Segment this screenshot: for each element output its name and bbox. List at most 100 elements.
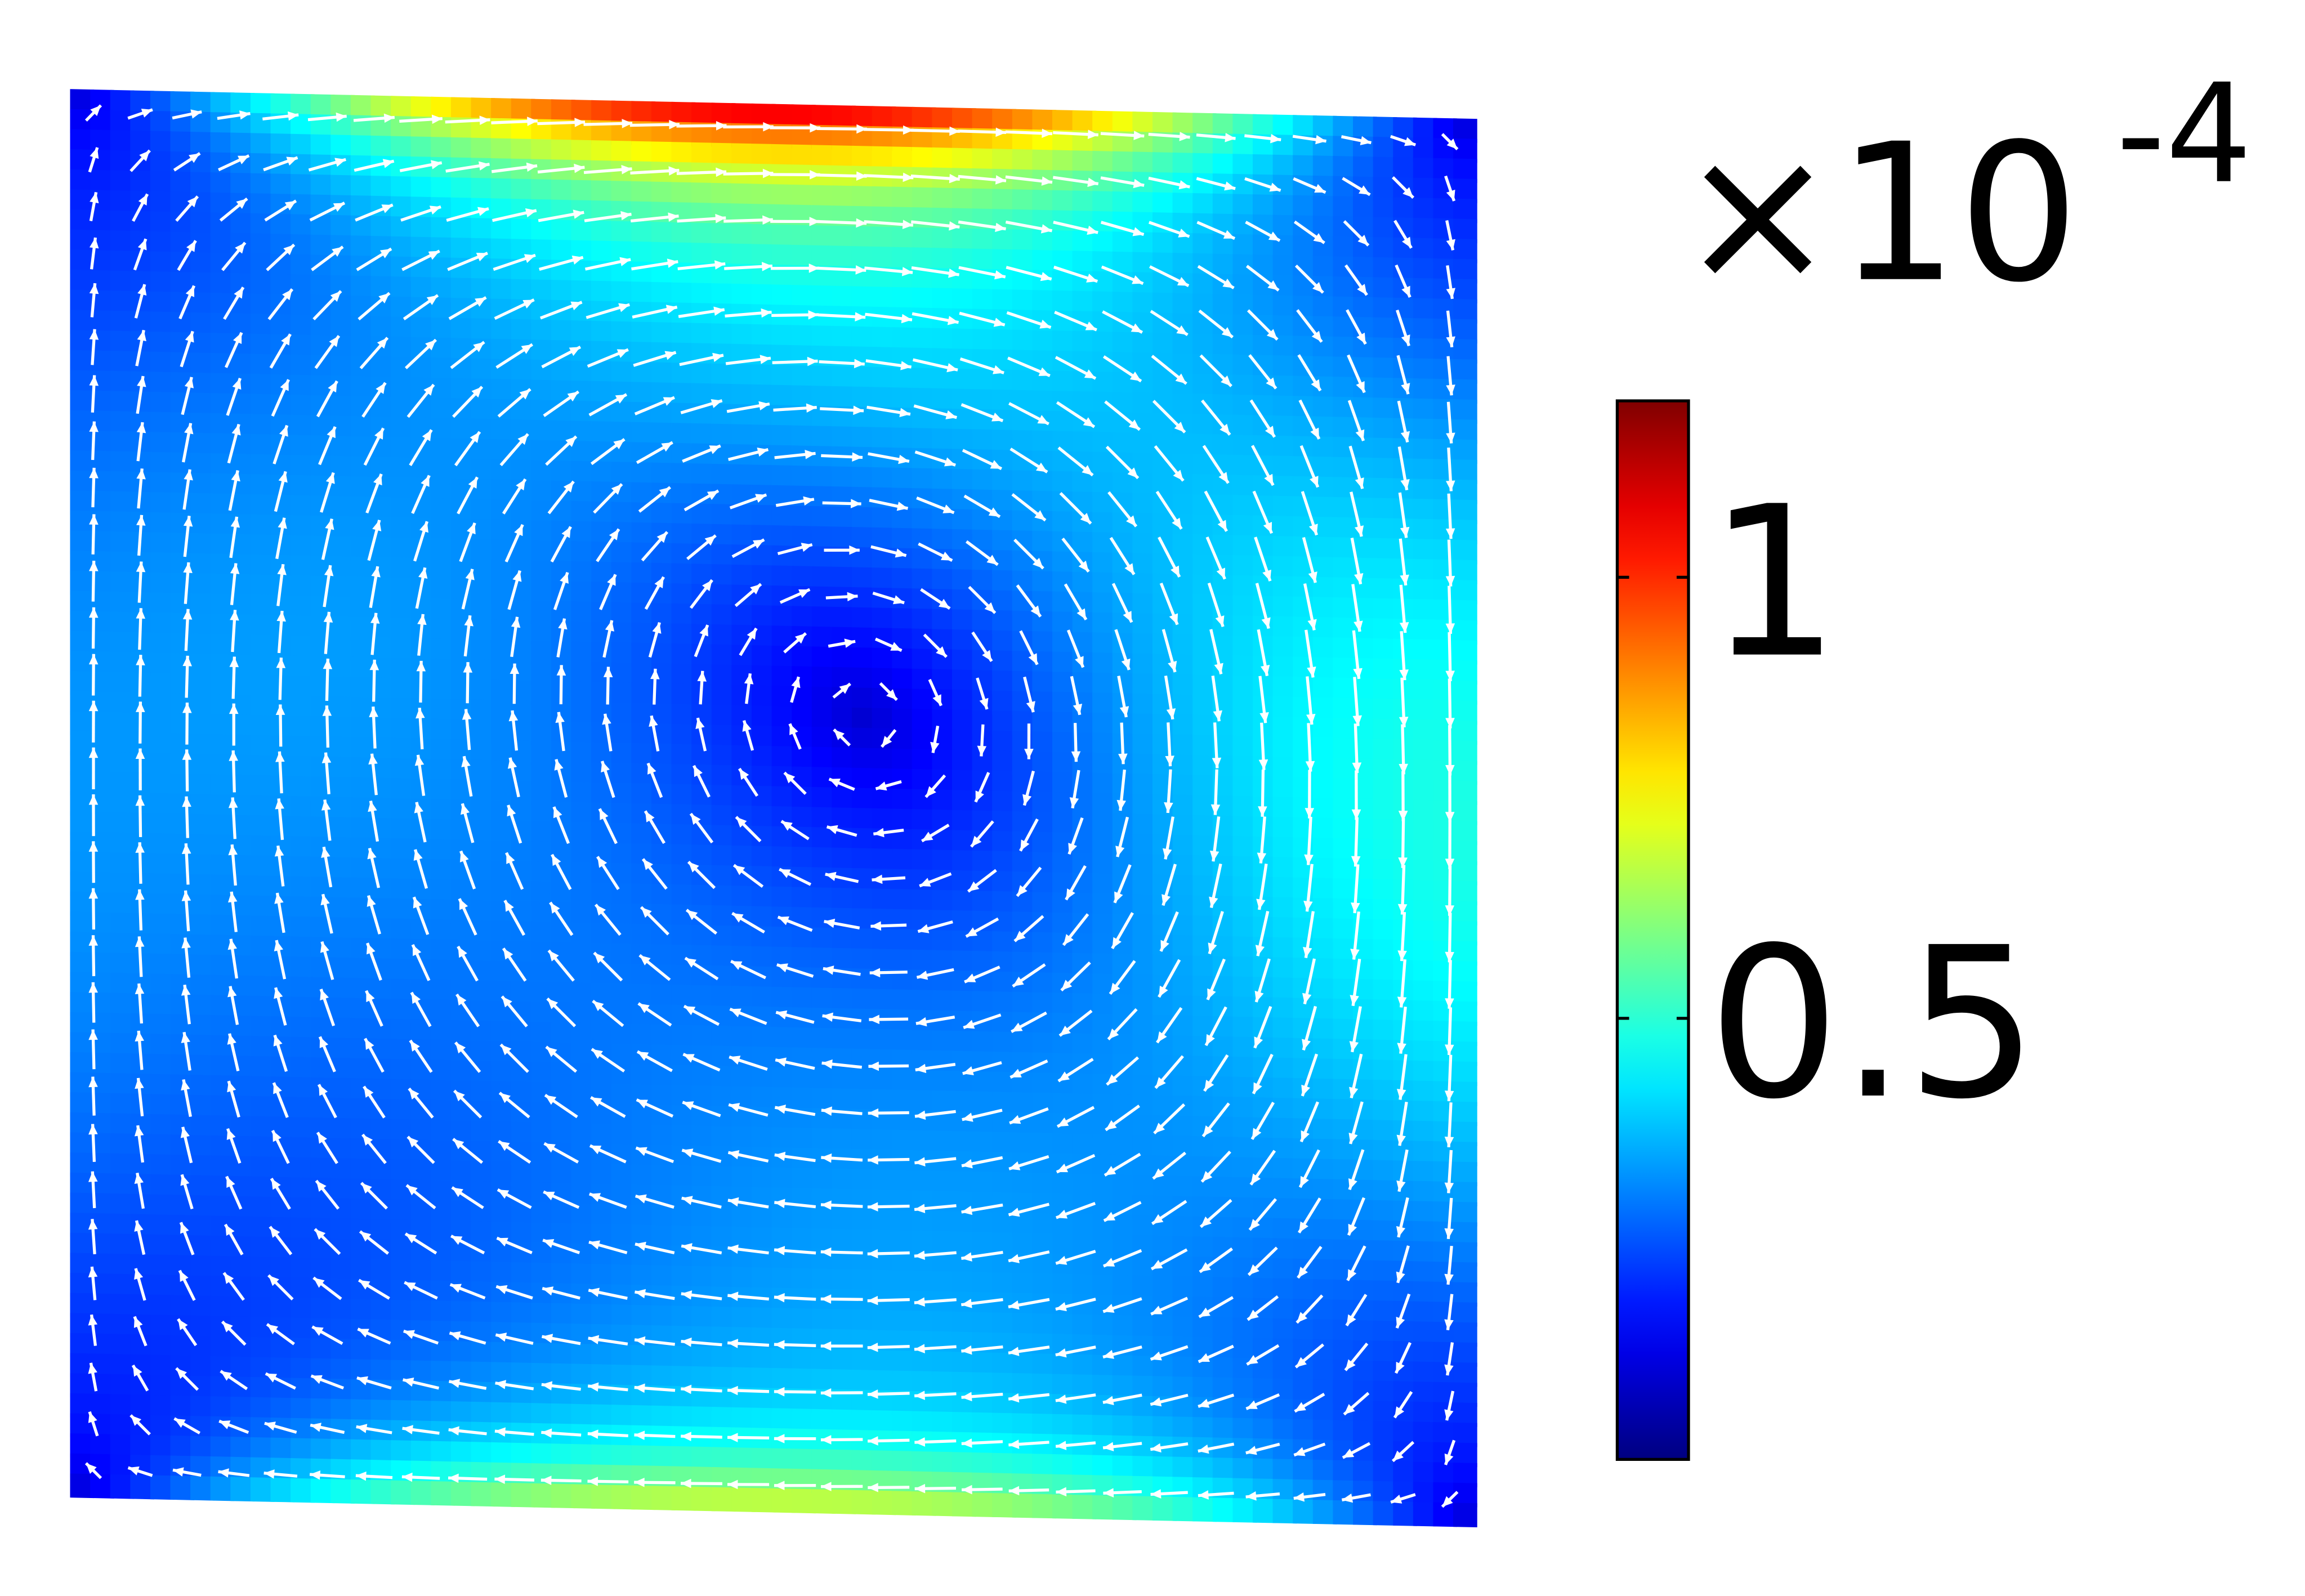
field-cell xyxy=(310,275,335,299)
field-cell xyxy=(150,391,175,417)
field-cell xyxy=(150,692,175,718)
field-cell xyxy=(250,1477,275,1502)
field-cell xyxy=(190,432,215,458)
field-cell xyxy=(551,99,575,124)
field-cell xyxy=(631,642,656,668)
field-cell xyxy=(471,539,495,564)
field-cell xyxy=(190,1356,215,1380)
field-cell xyxy=(551,1102,575,1127)
field-cell xyxy=(110,290,135,315)
field-cell xyxy=(90,490,114,516)
field-cell xyxy=(190,1034,215,1059)
field-cell xyxy=(110,270,135,296)
field-cell xyxy=(431,1059,455,1085)
field-cell xyxy=(230,353,255,378)
field-cell xyxy=(471,599,495,624)
field-cell xyxy=(471,1281,495,1306)
field-cell xyxy=(511,660,535,685)
field-cell xyxy=(150,592,175,617)
field-cell xyxy=(391,1320,415,1345)
field-cell xyxy=(230,393,255,418)
field-cell xyxy=(210,533,235,558)
field-cell xyxy=(370,1078,395,1103)
field-cell xyxy=(110,1354,135,1379)
field-cell xyxy=(391,758,415,783)
field-cell xyxy=(591,481,615,506)
field-cell xyxy=(531,1242,556,1267)
field-cell xyxy=(70,731,95,756)
field-cell xyxy=(130,1334,155,1359)
field-cell xyxy=(651,502,676,527)
field-cell xyxy=(651,181,676,207)
field-cell xyxy=(90,1313,114,1338)
field-cell xyxy=(651,663,676,688)
field-cell xyxy=(110,932,135,958)
field-cell xyxy=(531,861,556,886)
field-cell xyxy=(591,1444,615,1469)
field-cell xyxy=(291,1137,315,1162)
field-cell xyxy=(531,179,556,204)
field-cell xyxy=(671,824,696,849)
field-cell xyxy=(170,1154,195,1179)
field-cell xyxy=(210,1014,235,1040)
field-cell xyxy=(90,1072,114,1098)
field-cell xyxy=(291,374,315,400)
field-cell xyxy=(631,1064,656,1089)
field-cell xyxy=(230,172,255,198)
field-cell xyxy=(370,1138,395,1164)
field-cell xyxy=(190,111,215,137)
field-cell xyxy=(611,221,636,246)
field-cell xyxy=(511,258,535,284)
field-cell xyxy=(571,781,596,807)
field-cell xyxy=(370,1219,395,1244)
field-cell xyxy=(110,912,135,937)
field-cell xyxy=(431,979,455,1004)
field-cell xyxy=(250,935,275,960)
field-cell xyxy=(170,1395,195,1420)
field-cell xyxy=(70,470,95,495)
field-cell xyxy=(651,643,676,668)
field-cell xyxy=(471,1120,495,1146)
field-cell xyxy=(410,116,435,141)
field-cell xyxy=(631,682,656,708)
field-cell xyxy=(631,1164,656,1189)
field-cell xyxy=(250,394,275,419)
field-cell xyxy=(591,561,615,587)
field-cell xyxy=(631,542,656,567)
field-cell xyxy=(571,1263,596,1288)
field-cell xyxy=(350,918,375,942)
field-cell xyxy=(291,856,315,881)
field-cell xyxy=(70,751,95,776)
field-cell xyxy=(391,156,415,181)
field-cell xyxy=(210,493,235,518)
field-cell xyxy=(410,578,435,603)
field-cell xyxy=(551,320,575,345)
field-cell xyxy=(130,1434,155,1460)
field-cell xyxy=(551,500,575,525)
field-cell xyxy=(350,1359,375,1384)
field-cell xyxy=(671,1025,696,1049)
field-cell xyxy=(150,91,175,115)
field-cell xyxy=(471,318,495,343)
field-cell xyxy=(631,361,656,387)
field-cell xyxy=(531,1302,556,1327)
field-cell xyxy=(450,1080,475,1105)
field-cell xyxy=(450,1200,475,1226)
field-cell xyxy=(591,381,615,406)
field-cell xyxy=(370,958,395,983)
field-cell xyxy=(250,1016,275,1041)
field-cell xyxy=(110,471,135,496)
field-cell xyxy=(270,715,295,740)
field-cell xyxy=(431,196,455,222)
field-cell xyxy=(631,281,656,306)
field-cell xyxy=(350,1439,375,1464)
field-cell xyxy=(471,398,495,423)
field-cell xyxy=(571,762,596,786)
field-cell xyxy=(310,334,335,360)
field-cell xyxy=(150,873,175,898)
field-cell xyxy=(70,329,95,355)
field-cell xyxy=(291,414,315,440)
field-cell xyxy=(671,1426,696,1451)
field-cell xyxy=(90,932,114,957)
field-cell xyxy=(250,1257,275,1281)
